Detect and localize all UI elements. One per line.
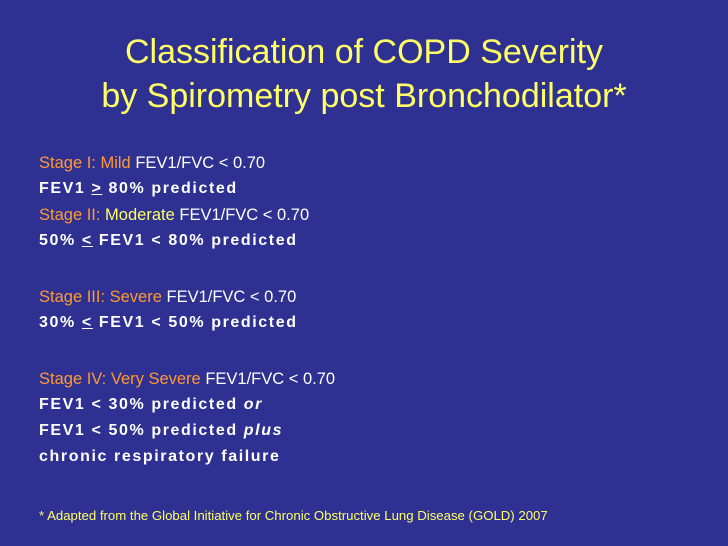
- stage-2-header: Stage II: Moderate FEV1/FVC < 0.70: [39, 202, 719, 228]
- stage-3-criteria-symbol: <: [81, 314, 93, 331]
- stage-3-criteria-a: 30%: [39, 314, 82, 331]
- title-line-1: Classification of COPD Severity: [124, 33, 604, 71]
- stage-2-ratio: FEV1/FVC < 0.70: [179, 206, 310, 224]
- stage-2-criteria: 50% < FEV1 < 80% predicted: [39, 228, 719, 254]
- slide-title: Classification of COPD Severity by Spiro…: [0, 30, 728, 118]
- title-line-2: by Spirometry post Bronchodilator*: [101, 77, 627, 115]
- stage-1-criteria-a: FEV1: [39, 180, 92, 197]
- stage-2-label-a: Stage II:: [39, 206, 101, 224]
- stage-1-label: Stage I: Mild: [39, 154, 131, 172]
- stage-4-label: Stage IV: Very Severe: [39, 370, 201, 388]
- source-footnote: * Adapted from the Global Initiative for…: [39, 508, 548, 523]
- stage-3-ratio: FEV1/FVC < 0.70: [166, 288, 297, 306]
- spacer: [39, 336, 719, 366]
- classification-list: Stage I: Mild FEV1/FVC < 0.70 FEV1 > 80%…: [39, 150, 719, 470]
- stage-4-criteria-2: FEV1 < 50% predicted plus: [39, 418, 719, 444]
- stage-2-criteria-a: 50%: [39, 232, 82, 249]
- stage-4-criteria-2-a: FEV1 < 50% predicted: [39, 422, 244, 439]
- stage-1-criteria-c: 80% predicted: [102, 180, 238, 197]
- stage-3-criteria: 30% < FEV1 < 50% predicted: [39, 310, 719, 336]
- stage-1-header: Stage I: Mild FEV1/FVC < 0.70: [39, 150, 719, 176]
- stage-2-criteria-c: FEV1 < 80% predicted: [92, 232, 298, 249]
- stage-4-criteria-2-plus: plus: [243, 422, 284, 439]
- stage-3-label: Stage III: Severe: [39, 288, 162, 306]
- stage-4-criteria-1: FEV1 < 30% predicted or: [39, 392, 719, 418]
- stage-1-criteria-symbol: >: [91, 180, 103, 197]
- spacer: [39, 254, 719, 284]
- stage-4-criteria-3: chronic respiratory failure: [39, 448, 281, 465]
- stage-4-criteria-1-a: FEV1 < 30% predicted: [39, 396, 244, 413]
- stage-4-ratio: FEV1/FVC < 0.70: [205, 370, 336, 388]
- stage-2-criteria-symbol: <: [81, 232, 93, 249]
- stage-4-header: Stage IV: Very Severe FEV1/FVC < 0.70: [39, 366, 719, 392]
- stage-2-label-b: Moderate: [100, 206, 175, 224]
- stage-1-ratio: FEV1/FVC < 0.70: [135, 154, 266, 172]
- stage-1-criteria: FEV1 > 80% predicted: [39, 176, 719, 202]
- stage-3-header: Stage III: Severe FEV1/FVC < 0.70: [39, 284, 719, 310]
- stage-3-criteria-c: FEV1 < 50% predicted: [92, 314, 298, 331]
- stage-4-criteria-1-or: or: [243, 396, 263, 413]
